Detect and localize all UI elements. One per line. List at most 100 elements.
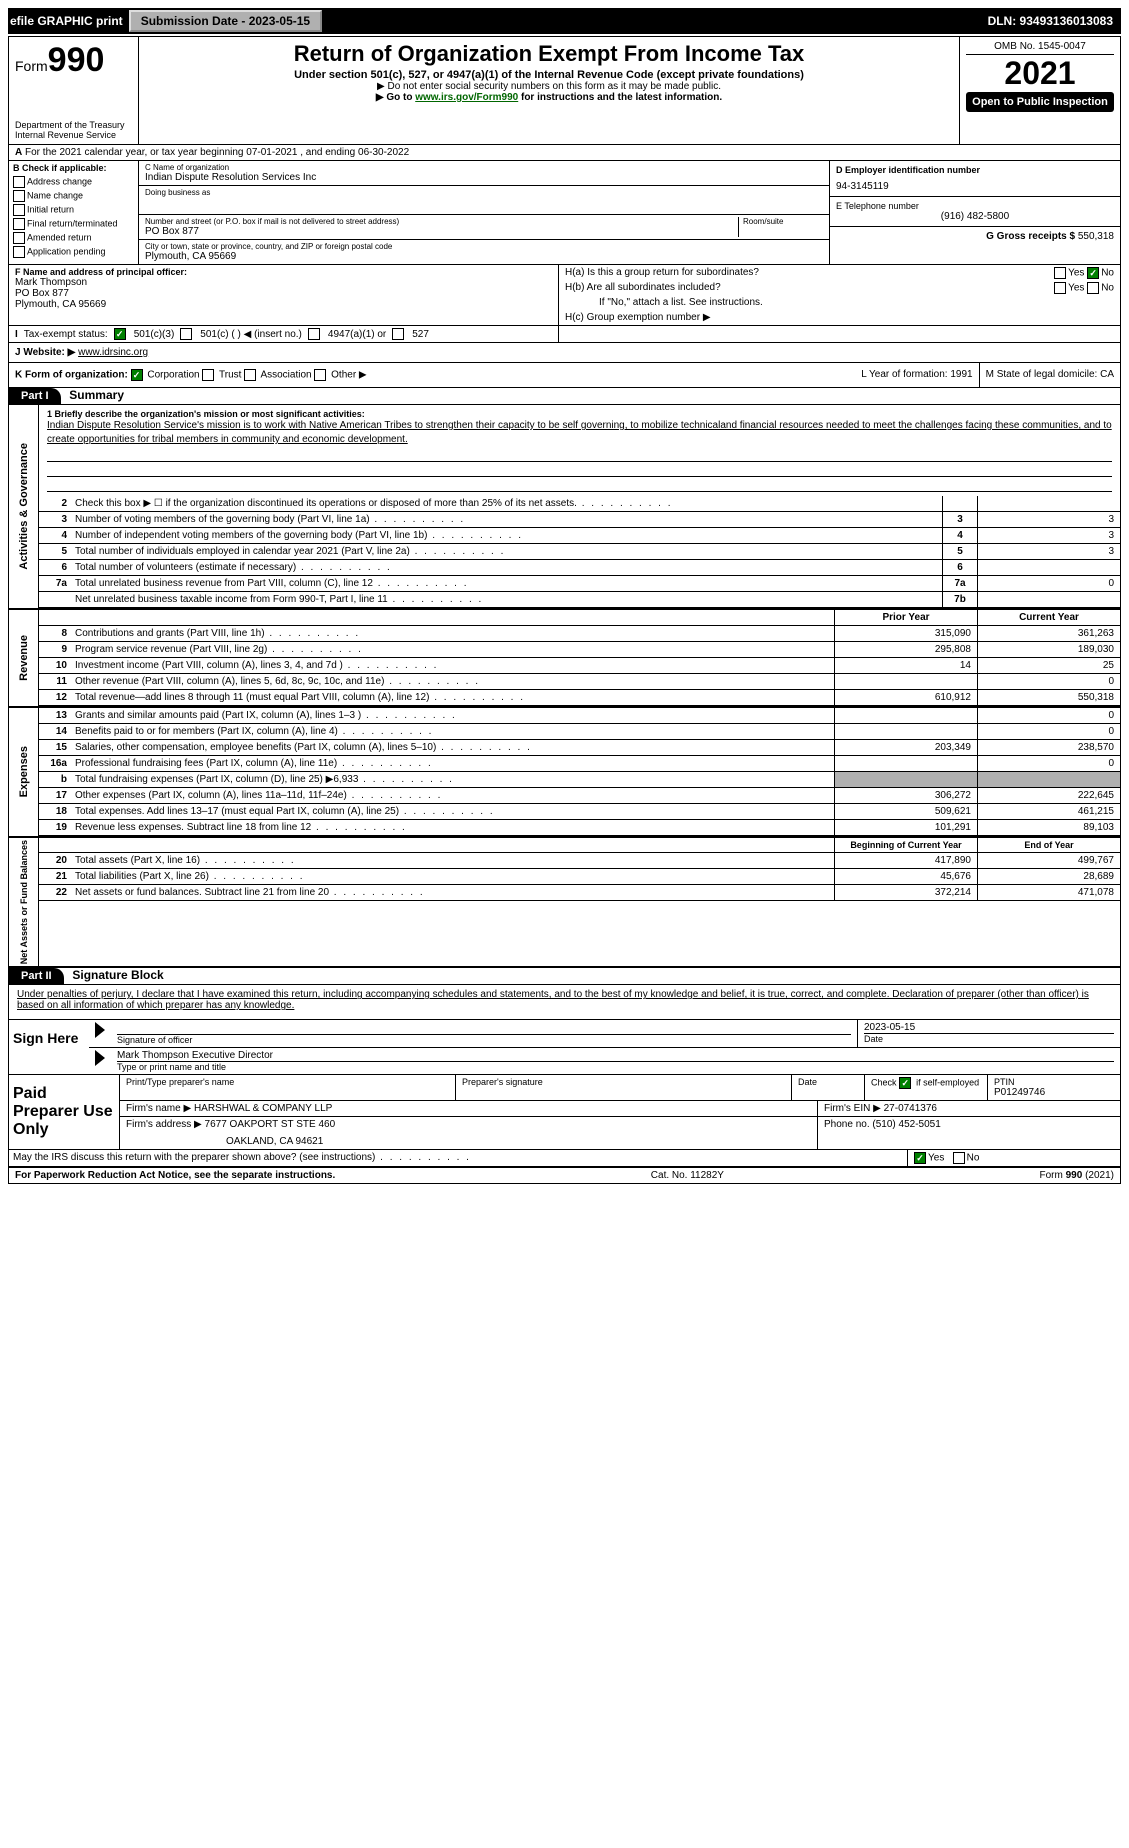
table-row: 6 Total number of volunteers (estimate i… <box>39 560 1120 576</box>
firm-phone: (510) 452-5051 <box>872 1119 940 1130</box>
table-row: 13 Grants and similar amounts paid (Part… <box>39 708 1120 724</box>
line-j: J Website: ▶ www.idrsinc.org <box>9 343 1120 363</box>
revenue-header: Prior Year Current Year <box>39 610 1120 626</box>
line-i: I Tax-exempt status: 501(c)(3) 501(c) ( … <box>9 326 559 342</box>
self-employed-check <box>899 1077 911 1089</box>
officer-street: PO Box 877 <box>15 288 552 299</box>
table-row: 18 Total expenses. Add lines 13–17 (must… <box>39 804 1120 820</box>
table-row: 12 Total revenue—add lines 8 through 11 … <box>39 690 1120 706</box>
net-assets-section: Net Assets or Fund Balances Beginning of… <box>9 836 1120 966</box>
firm-name: HARSHWAL & COMPANY LLP <box>194 1103 332 1114</box>
check-name-change[interactable]: Name change <box>9 189 138 203</box>
telephone: (916) 482-5800 <box>836 211 1114 222</box>
state-domicile: M State of legal domicile: CA <box>980 363 1120 387</box>
check-initial-return[interactable]: Initial return <box>9 203 138 217</box>
section-f-h: F Name and address of principal officer:… <box>9 265 1120 326</box>
section-b-c-d: B Check if applicable: Address change Na… <box>9 161 1120 265</box>
table-row: 8 Contributions and grants (Part VIII, l… <box>39 626 1120 642</box>
mission-block: 1 Briefly describe the organization's mi… <box>39 405 1120 496</box>
open-to-public: Open to Public Inspection <box>966 92 1114 112</box>
table-row: 7a Total unrelated business revenue from… <box>39 576 1120 592</box>
sign-date: 2023-05-15 <box>864 1022 1114 1034</box>
top-bar: efile GRAPHIC print Submission Date - 20… <box>8 8 1121 34</box>
submission-date-button[interactable]: Submission Date - 2023-05-15 <box>129 10 322 32</box>
irs-link[interactable]: www.irs.gov/Form990 <box>415 92 518 103</box>
ein: 94-3145119 <box>836 175 1114 192</box>
omb-number: OMB No. 1545-0047 <box>966 41 1114 55</box>
table-row: 16a Professional fundraising fees (Part … <box>39 756 1120 772</box>
table-row: 19 Revenue less expenses. Subtract line … <box>39 820 1120 836</box>
irs-label: Internal Revenue Service <box>15 130 132 140</box>
sig-arrow-icon <box>95 1022 105 1038</box>
footer: For Paperwork Reduction Act Notice, see … <box>9 1168 1120 1183</box>
cat-no: Cat. No. 11282Y <box>651 1170 724 1181</box>
officer-name: Mark Thompson <box>15 277 552 288</box>
org-name: Indian Dispute Resolution Services Inc <box>145 172 823 183</box>
website: www.idrsinc.org <box>78 347 148 358</box>
firm-addr1: 7677 OAKPORT ST STE 460 <box>205 1119 336 1130</box>
part-2-header: Part II Signature Block <box>9 966 1120 985</box>
mission-text: Indian Dispute Resolution Service's miss… <box>47 419 1112 447</box>
table-row: 9 Program service revenue (Part VIII, li… <box>39 642 1120 658</box>
check-amended-return[interactable]: Amended return <box>9 231 138 245</box>
table-row: 22 Net assets or fund balances. Subtract… <box>39 885 1120 901</box>
line-a: A For the 2021 calendar year, or tax yea… <box>9 145 1120 161</box>
form-number: 990 <box>48 41 105 79</box>
section-d-e-g: D Employer identification number94-31451… <box>830 161 1120 264</box>
revenue-section: Revenue Prior Year Current Year 8 Contri… <box>9 608 1120 706</box>
table-row: 21 Total liabilities (Part X, line 26) 4… <box>39 869 1120 885</box>
netassets-header: Beginning of Current Year End of Year <box>39 838 1120 853</box>
part-1-header: Part I Summary <box>9 388 1120 405</box>
check-address-change[interactable]: Address change <box>9 175 138 189</box>
omb-year-box: OMB No. 1545-0047 2021 Open to Public In… <box>960 37 1120 144</box>
form-title: Return of Organization Exempt From Incom… <box>145 41 953 67</box>
corp-check <box>131 369 143 381</box>
line-k: K Form of organization: Corporation Trus… <box>9 363 1120 388</box>
paperwork-notice: For Paperwork Reduction Act Notice, see … <box>15 1170 335 1181</box>
discuss-yes-check <box>914 1152 926 1164</box>
form-prefix: Form <box>15 58 48 74</box>
street-address: PO Box 877 <box>145 226 738 237</box>
dln-label: DLN: 93493136013083 <box>988 14 1119 28</box>
group-return-no <box>1087 267 1099 279</box>
table-row: 2 Check this box ▶ ☐ if the organization… <box>39 496 1120 512</box>
discuss-row: May the IRS discuss this return with the… <box>9 1150 1120 1168</box>
table-row: 3 Number of voting members of the govern… <box>39 512 1120 528</box>
501c3-check <box>114 328 126 340</box>
form-number-box: Form990 Department of the Treasury Inter… <box>9 37 139 144</box>
dept-treasury: Department of the Treasury <box>15 120 132 130</box>
governance-section: Activities & Governance 1 Briefly descri… <box>9 405 1120 608</box>
table-row: Net unrelated business taxable income fr… <box>39 592 1120 608</box>
form-header: Form990 Department of the Treasury Inter… <box>9 37 1120 145</box>
paid-preparer-block: Paid Preparer Use Only Print/Type prepar… <box>9 1075 1120 1150</box>
ptin: P01249746 <box>994 1087 1114 1098</box>
efile-label: efile GRAPHIC print <box>10 14 123 28</box>
check-application-pending[interactable]: Application pending <box>9 245 138 259</box>
table-row: 17 Other expenses (Part IX, column (A), … <box>39 788 1120 804</box>
tax-year: 2021 <box>966 55 1114 92</box>
title-block: Return of Organization Exempt From Incom… <box>139 37 960 144</box>
table-row: b Total fundraising expenses (Part IX, c… <box>39 772 1120 788</box>
table-row: 14 Benefits paid to or for members (Part… <box>39 724 1120 740</box>
officer-city: Plymouth, CA 95669 <box>15 299 552 310</box>
check-final-return[interactable]: Final return/terminated <box>9 217 138 231</box>
table-row: 4 Number of independent voting members o… <box>39 528 1120 544</box>
expenses-section: Expenses 13 Grants and similar amounts p… <box>9 706 1120 836</box>
no-ssn-note: ▶ Do not enter social security numbers o… <box>145 81 953 92</box>
firm-addr2: OAKLAND, CA 94621 <box>126 1130 811 1147</box>
section-c: C Name of organizationIndian Dispute Res… <box>139 161 830 264</box>
goto-line: ▶ Go to www.irs.gov/Form990 for instruct… <box>145 92 953 103</box>
form-ref: Form 990 (2021) <box>1040 1170 1114 1181</box>
penalties-text: Under penalties of perjury, I declare th… <box>9 985 1120 1015</box>
form-container: Form990 Department of the Treasury Inter… <box>8 36 1121 1184</box>
sign-here-block: Sign Here Signature of officer 2023-05-1… <box>9 1019 1120 1075</box>
section-b: B Check if applicable: Address change Na… <box>9 161 139 264</box>
table-row: 5 Total number of individuals employed i… <box>39 544 1120 560</box>
year-formation: L Year of formation: 1991 <box>855 363 979 387</box>
table-row: 10 Investment income (Part VIII, column … <box>39 658 1120 674</box>
section-f: F Name and address of principal officer:… <box>9 265 559 325</box>
city-state-zip: Plymouth, CA 95669 <box>145 251 823 262</box>
officer-print-name: Mark Thompson Executive Director <box>117 1050 1114 1062</box>
table-row: 20 Total assets (Part X, line 16) 417,89… <box>39 853 1120 869</box>
firm-ein: 27-0741376 <box>884 1103 937 1114</box>
